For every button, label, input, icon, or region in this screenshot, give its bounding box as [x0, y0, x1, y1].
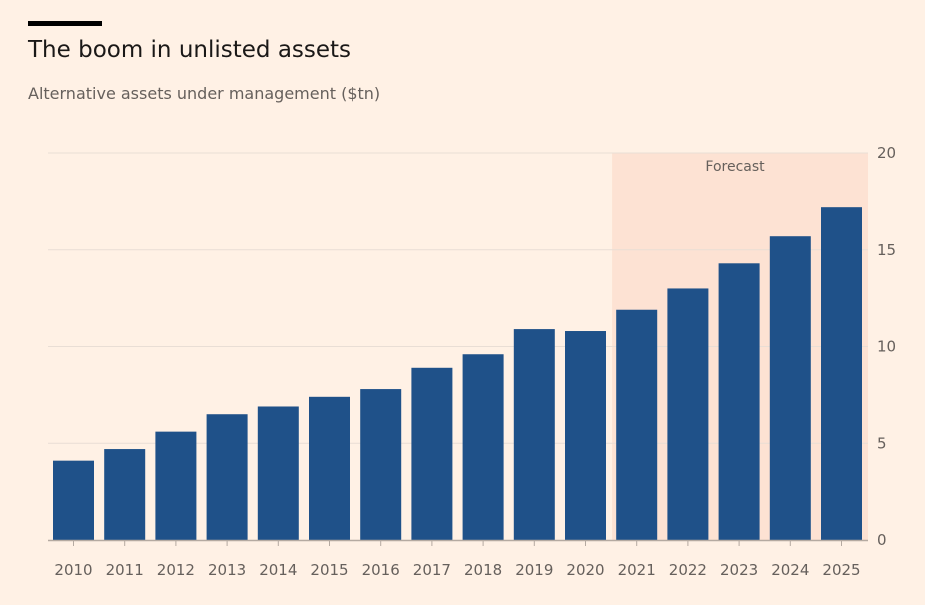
- x-tick-label: 2021: [618, 561, 656, 579]
- x-tick-label: 2014: [259, 561, 297, 579]
- bar-2015: [309, 396, 350, 540]
- x-tick-label: 2022: [669, 561, 707, 579]
- y-tick-label: 5: [877, 434, 887, 452]
- bar-2014: [257, 406, 299, 540]
- bar-2022: [667, 288, 709, 540]
- y-tick-label: 15: [877, 241, 896, 259]
- bar-2011: [104, 449, 146, 540]
- bar-2013: [206, 414, 248, 540]
- bar-2021: [616, 309, 658, 540]
- x-tick-label: 2018: [464, 561, 502, 579]
- forecast-label: Forecast: [705, 159, 765, 175]
- y-tick-label: 10: [877, 338, 896, 356]
- bar-2010: [53, 460, 94, 540]
- x-tick-label: 2023: [720, 561, 758, 579]
- y-tick-label: 20: [877, 144, 896, 162]
- x-tick-label: 2020: [566, 561, 604, 579]
- bar-2023: [718, 263, 760, 540]
- x-tick-label: 2010: [54, 561, 92, 579]
- y-tick-label: 0: [877, 531, 887, 549]
- bar-2017: [411, 367, 453, 540]
- x-tick-label: 2011: [106, 561, 144, 579]
- bar-2018: [462, 354, 504, 540]
- x-tick-label: 2012: [157, 561, 195, 579]
- bar-2019: [513, 329, 555, 540]
- x-tick-label: 2013: [208, 561, 246, 579]
- chart-title: The boom in unlisted assets: [28, 37, 352, 63]
- brand-bar: [28, 21, 102, 26]
- bar-2020: [565, 331, 606, 540]
- bar-2025: [821, 207, 862, 540]
- bar-2016: [360, 389, 402, 540]
- x-tick-label: 2016: [362, 561, 400, 579]
- bar-2024: [769, 236, 811, 540]
- x-tick-label: 2015: [310, 561, 348, 579]
- bar-2012: [155, 431, 197, 540]
- chart-subtitle: Alternative assets under management ($tn…: [28, 84, 381, 103]
- x-tick-label: 2024: [771, 561, 809, 579]
- x-tick-label: 2019: [515, 561, 553, 579]
- x-tick-label: 2017: [413, 561, 451, 579]
- x-tick-label: 2025: [822, 561, 860, 579]
